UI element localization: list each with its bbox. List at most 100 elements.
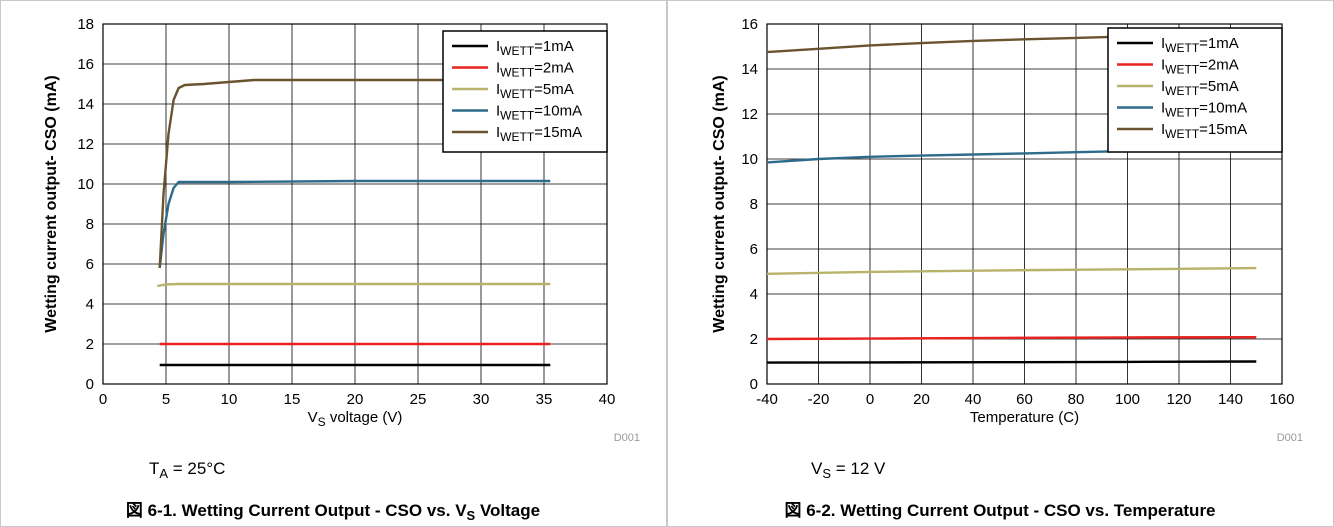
x-tick-label: 20 xyxy=(913,391,930,408)
x-axis-label-main: V xyxy=(308,409,318,426)
x-tick-label: 160 xyxy=(1269,391,1294,408)
y-tick-label: 10 xyxy=(741,151,758,168)
x-tick-label: 100 xyxy=(1115,391,1140,408)
x-tick-label: 30 xyxy=(473,391,490,408)
x-tick-label: 40 xyxy=(965,391,982,408)
legend-entry-sub: WETT xyxy=(500,66,535,80)
x-tick-label: -40 xyxy=(756,391,778,408)
caption-sub: S xyxy=(467,508,476,523)
y-tick-label: 10 xyxy=(77,176,94,193)
y-tick-label: 4 xyxy=(750,286,758,303)
y-tick-label: 16 xyxy=(741,16,758,33)
legend-entry: IWETT=2mA xyxy=(1161,57,1239,77)
caption-main: 図 6-1. Wetting Current Output - CSO vs. … xyxy=(126,501,467,520)
legend-entry-sub: WETT xyxy=(1165,106,1200,120)
legend-entry-rest: =1mA xyxy=(1199,35,1239,52)
legend-entry-rest: =5mA xyxy=(1199,78,1239,95)
y-tick-label: 2 xyxy=(750,331,758,348)
legend-entry: IWETT=10mA xyxy=(1161,100,1247,120)
legend-entry-main: I xyxy=(1161,100,1165,117)
legend-entry-main: I xyxy=(1161,78,1165,95)
legend-entry: IWETT=15mA xyxy=(1161,121,1247,141)
legend-entry-sub: WETT xyxy=(1165,41,1200,55)
y-tick-label: 0 xyxy=(86,376,94,393)
plot-frame xyxy=(766,23,1283,385)
legend-entry-sub: WETT xyxy=(1165,84,1200,98)
x-tick-label: 0 xyxy=(866,391,874,408)
legend: IWETT=1mAIWETT=2mAIWETT=5mAIWETT=10mAIWE… xyxy=(1107,27,1283,153)
legend-entry-main: I xyxy=(496,38,500,55)
series-line-15ma xyxy=(158,78,551,269)
condition-sub: A xyxy=(159,466,168,481)
legend-entry: IWETT=2mA xyxy=(496,60,574,80)
legend-entry-rest: =5mA xyxy=(534,81,574,98)
legend-entry: IWETT=1mA xyxy=(496,38,574,58)
legend-entry-sub: WETT xyxy=(500,87,535,101)
legend-box xyxy=(442,30,608,153)
caption-rest: Voltage xyxy=(475,501,540,520)
y-axis-label: Wetting current output- CSO (mA) xyxy=(711,75,728,332)
y-tick-label: 14 xyxy=(77,96,94,113)
y-tick-label: 18 xyxy=(77,16,94,33)
legend-entry-main: I xyxy=(496,124,500,141)
legend-entry-main: I xyxy=(1161,121,1165,138)
condition-sub: S xyxy=(822,466,831,481)
legend-entry-main: I xyxy=(1161,35,1165,52)
y-tick-label: 2 xyxy=(86,336,94,353)
legend: IWETT=1mAIWETT=2mAIWETT=5mAIWETT=10mAIWE… xyxy=(442,30,608,153)
legend-entry-rest: =1mA xyxy=(534,38,574,55)
chart-1: 0 5 10 15 20 25 30 35 40024681012141618IWETT=1mA… xyxy=(43,16,640,523)
x-tick-label: 60 xyxy=(1016,391,1033,408)
y-tick-label: 12 xyxy=(741,106,758,123)
legend-entry-rest: =15mA xyxy=(1199,121,1247,138)
legend-entry-sub: WETT xyxy=(500,130,535,144)
x-axis-label-sub: S xyxy=(318,415,326,429)
chart-2: -40 -20 0 20 40 60 80 100 120 140 160 0 2 4 6 8 10 12 14 16… xyxy=(711,16,1303,520)
legend-entry-rest: =2mA xyxy=(534,60,574,77)
series-line-5ma xyxy=(766,266,1257,275)
condition-rest: = 12 V xyxy=(831,459,886,478)
x-tick-label: 120 xyxy=(1166,391,1191,408)
x-axis-label: VS voltage (V) xyxy=(308,409,403,429)
x-tick-label: 80 xyxy=(1068,391,1085,408)
legend-entry: IWETT=15mA xyxy=(496,124,582,144)
x-tick-label: 15 xyxy=(284,391,301,408)
x-tick-label: 5 xyxy=(162,391,170,408)
y-tick-label: 8 xyxy=(86,216,94,233)
y-tick-label: 6 xyxy=(750,241,758,258)
y-tick-label: 12 xyxy=(77,136,94,153)
x-tick-label: 35 xyxy=(536,391,553,408)
legend-entry-rest: =15mA xyxy=(534,124,582,141)
legend-entry-sub: WETT xyxy=(1165,63,1200,77)
x-tick-label: -20 xyxy=(808,391,830,408)
series-line-5ma xyxy=(156,282,551,288)
x-axis-label-rest: voltage (V) xyxy=(326,409,403,426)
legend-entry: IWETT=1mA xyxy=(1161,35,1239,55)
legend-entry: IWETT=10mA xyxy=(496,103,582,123)
figure-code: D001 xyxy=(1277,432,1303,444)
legend-entry-main: I xyxy=(496,81,500,98)
series-line-15ma xyxy=(766,35,1128,54)
x-tick-label: 40 xyxy=(599,391,616,408)
y-tick-label: 8 xyxy=(750,196,758,213)
x-tick-label: 0 xyxy=(99,391,107,408)
series-line-10ma xyxy=(766,149,1128,164)
x-tick-label: 140 xyxy=(1218,391,1243,408)
y-tick-label: 16 xyxy=(77,56,94,73)
legend-entry-sub: WETT xyxy=(1165,127,1200,141)
x-tick-label: 20 xyxy=(347,391,364,408)
legend-entry-rest: =10mA xyxy=(1199,100,1247,117)
legend-box xyxy=(1107,27,1283,153)
condition-main: V xyxy=(811,459,823,478)
legend-entry-rest: =10mA xyxy=(534,103,582,120)
figure-code: D001 xyxy=(614,432,640,444)
legend-entry-main: I xyxy=(496,60,500,77)
y-axis-label: Wetting current output- CSO (mA) xyxy=(43,75,60,332)
y-tick-label: 6 xyxy=(86,256,94,273)
plot-frame xyxy=(102,23,608,385)
x-tick-label: 25 xyxy=(410,391,427,408)
y-tick-label: 14 xyxy=(741,61,758,78)
legend-entry-sub: WETT xyxy=(500,109,535,123)
